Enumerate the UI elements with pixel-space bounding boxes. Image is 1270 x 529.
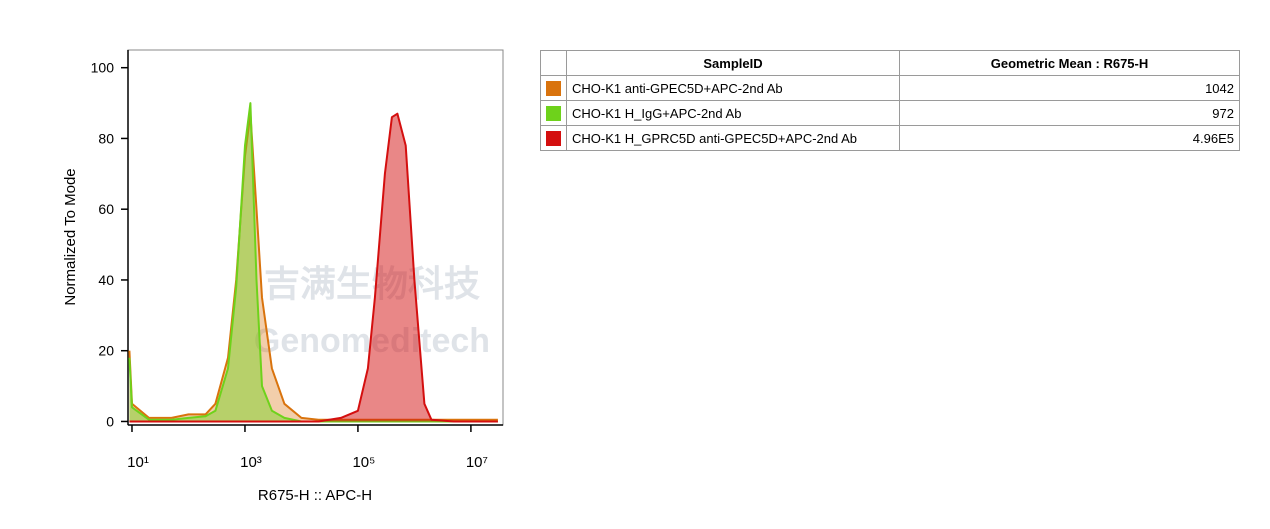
legend-swatch [546,105,561,121]
column-header: Geometric Mean : R675-H [899,50,1240,76]
stats-table: SampleID Geometric Mean : R675-H CHO-K1 … [540,50,1240,151]
series-line [128,102,498,423]
y-axis-label: Normalized To Mode [62,168,79,305]
table-row: CHO-K1 anti-GPEC5D+APC-2nd Ab 1042 [540,75,1240,101]
y-tick-label: 40 [98,272,114,288]
column-header: SampleID [566,50,900,76]
y-tick-label: 0 [106,413,114,429]
x-tick-label: 10¹ [127,454,149,471]
x-axis-label: R675-H :: APC-H [258,487,372,504]
chart: 吉满生物科技 Genomeditech R675-H :: APC-H Norm… [62,49,504,504]
swatch-cell [540,125,567,151]
sample-id: CHO-K1 anti-GPEC5D+APC-2nd Ab [566,75,900,101]
geometric-mean: 1042 [899,75,1240,101]
series-line [129,112,498,423]
swatch-cell [540,100,567,126]
geometric-mean: 972 [899,100,1240,126]
area-fill [129,113,498,422]
table-row: CHO-K1 H_GPRC5D anti-GPEC5D+APC-2nd Ab 4.… [540,125,1240,151]
x-tick-label: 10³ [240,454,262,471]
y-tick-label: 20 [98,343,114,359]
x-tick-label: 10⁷ [466,454,488,471]
watermark: 吉满生物科技 [264,263,480,304]
y-tick-label: 80 [98,130,114,146]
table-row: CHO-K1 H_IgG+APC-2nd Ab 972 [540,100,1240,126]
geometric-mean: 4.96E5 [899,125,1240,151]
plot-frame [127,49,504,426]
table-header: SampleID Geometric Mean : R675-H [540,50,1240,76]
sample-id: CHO-K1 H_IgG+APC-2nd Ab [566,100,900,126]
legend-swatch [546,130,561,146]
legend-swatch [546,80,561,96]
sample-id: CHO-K1 H_GPRC5D anti-GPEC5D+APC-2nd Ab [566,125,900,151]
swatch-cell [540,75,567,101]
swatch-header [540,50,567,76]
y-tick-label: 60 [98,201,114,217]
x-tick-label: 10⁵ [352,454,375,471]
y-tick-label: 100 [91,60,115,76]
